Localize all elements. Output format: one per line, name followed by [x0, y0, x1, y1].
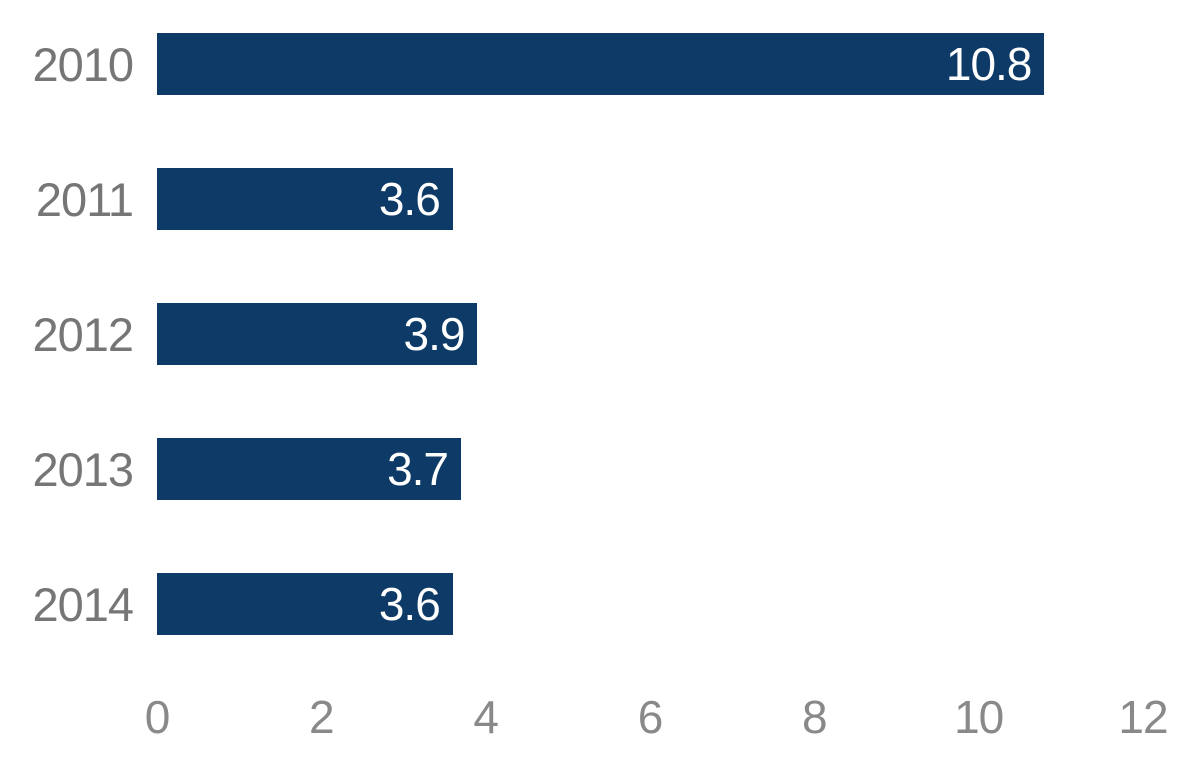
category-label: 2011: [35, 172, 134, 226]
x-axis: 0 2 4 6 8 10 12: [0, 690, 1200, 750]
bar: 3.9: [157, 303, 478, 365]
bar-value-label: 3.6: [378, 173, 441, 225]
category-label: 2010: [32, 37, 134, 91]
bar: 3.6: [157, 573, 453, 635]
x-axis-tick-label: 2: [309, 691, 335, 743]
category-label: 2013: [32, 442, 134, 496]
bar-value-label: 3.9: [403, 308, 465, 360]
bar-value-label: 3.7: [387, 443, 449, 495]
x-axis-tick-label: 0: [144, 691, 171, 743]
chart-row: 2014 3.6: [0, 573, 1200, 635]
category-label: 2014: [32, 577, 134, 631]
x-axis-tick-label: 6: [637, 691, 664, 743]
chart-row: 2010 10.8: [0, 33, 1200, 95]
bar-value-label: 3.6: [378, 578, 441, 630]
x-axis-tick-label: 8: [802, 691, 828, 743]
chart-row: 2012 3.9: [0, 303, 1200, 365]
category-label: 2012: [32, 307, 134, 361]
bar: 3.6: [157, 168, 453, 230]
chart-row: 2011 3.6: [0, 168, 1200, 230]
bar: 3.7: [157, 438, 462, 500]
bar-value-label: 10.8: [945, 38, 1033, 90]
x-axis-tick-label: 12: [1118, 691, 1168, 743]
x-axis-tick-label: 10: [954, 691, 1004, 743]
bar: 10.8: [157, 33, 1045, 95]
chart-row: 2013 3.7: [0, 438, 1200, 500]
x-axis-tick-label: 4: [473, 691, 499, 743]
